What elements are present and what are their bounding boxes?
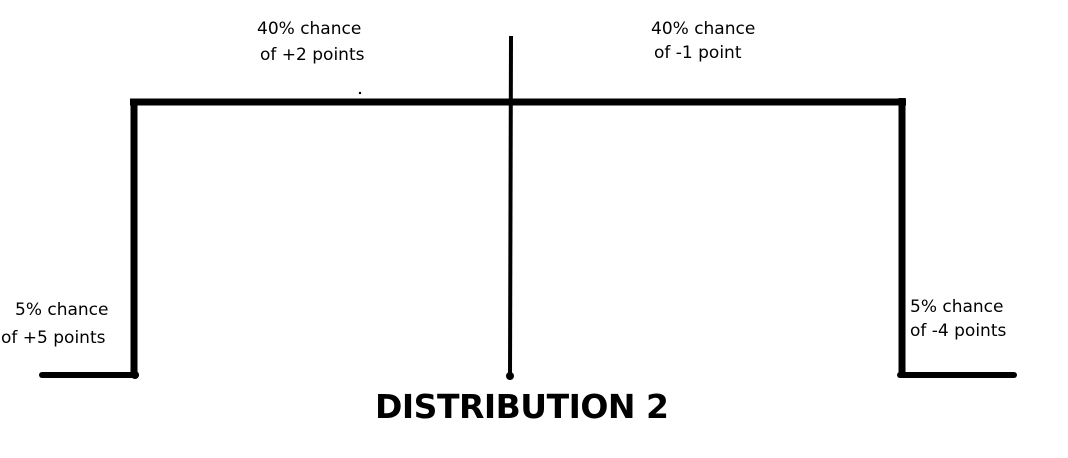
lower-left-label-line2: of +5 points [1, 328, 106, 348]
lower-right-label: 5% chance of -4 points [910, 294, 1006, 344]
lower-left-label-line1: 5% chance [15, 300, 109, 320]
lower-left-label: 5% chance of +5 points [1, 297, 109, 351]
lower-right-label-line2: of -4 points [910, 321, 1007, 341]
left-corner-dot [131, 371, 139, 379]
upper-left-label-line1: 40% chance [257, 19, 362, 39]
center-axis-line [508, 35, 513, 379]
upper-right-label-line2: of -1 point [654, 43, 742, 63]
diagram-title: DISTRIBUTION 2 [375, 387, 669, 426]
lower-right-label-line1: 5% chance [910, 297, 1004, 317]
upper-left-label-line2: of +2 points [260, 45, 365, 65]
stray-dot [358, 91, 362, 95]
upper-left-label: 40% chance of +2 points [257, 16, 364, 68]
upper-right-label-line1: 40% chance [651, 19, 756, 39]
upper-right-label: 40% chance of -1 point [651, 16, 755, 66]
center-base-dot [506, 372, 514, 380]
